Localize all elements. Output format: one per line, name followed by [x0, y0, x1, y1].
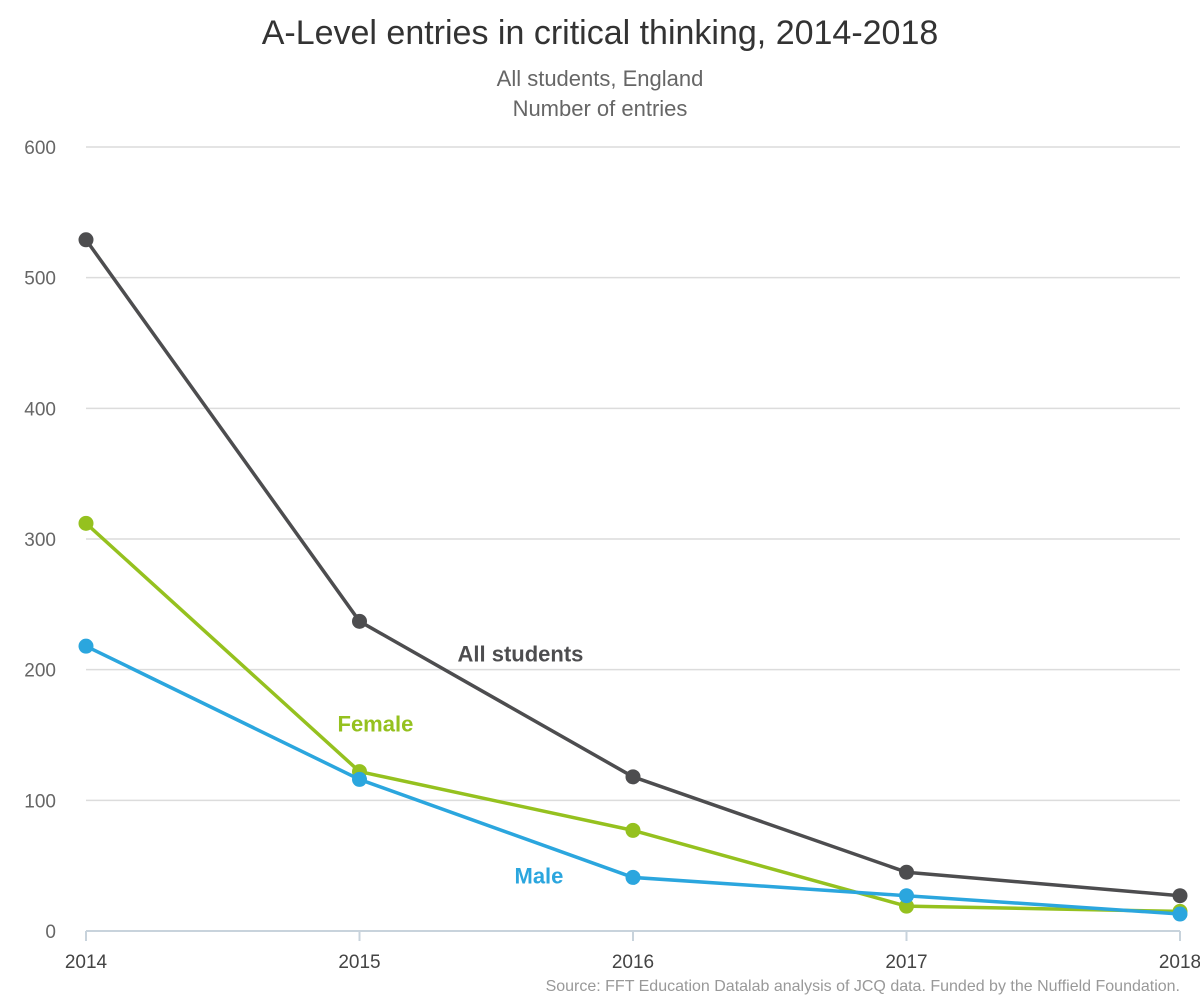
data-point-all-students: [899, 864, 914, 880]
series-label-male: Male: [515, 863, 564, 888]
y-tick-label: 0: [45, 922, 56, 943]
data-point-all-students: [78, 232, 94, 248]
series-line-all-students: [84, 238, 1181, 898]
series-label-female: Female: [338, 712, 414, 737]
y-tick-label: 100: [24, 791, 56, 812]
y-tick-label: 500: [24, 269, 56, 290]
chart-title: A-Level entries in critical thinking, 20…: [261, 14, 939, 52]
series-line-female: [84, 522, 1181, 914]
y-tick-label: 600: [24, 138, 56, 159]
y-tick-label: 300: [24, 530, 56, 551]
data-point-female: [625, 822, 641, 838]
data-point-male: [352, 771, 367, 787]
x-tick-label: 2014: [65, 952, 108, 973]
x-tick-label: 2017: [885, 952, 927, 973]
x-tick-label: 2016: [612, 952, 654, 973]
data-point-male: [899, 888, 914, 904]
data-point-all-students: [625, 769, 641, 785]
series-label-all-students: All students: [458, 641, 584, 666]
data-point-female: [899, 898, 914, 914]
data-point-male: [1172, 906, 1188, 922]
x-tick-label: 2015: [338, 952, 380, 973]
chart-subtitle: All students, England: [496, 66, 704, 91]
y-tick-label: 200: [24, 661, 56, 682]
x-tick-label: 2018: [1159, 952, 1200, 973]
data-point-female: [78, 515, 94, 531]
data-point-all-students: [1172, 888, 1188, 904]
data-point-male: [625, 869, 641, 885]
chart-unit-label: Number of entries: [512, 96, 688, 121]
source-note: Source: FFT Education Datalab analysis o…: [545, 978, 1180, 995]
data-point-all-students: [352, 613, 367, 629]
data-point-male: [78, 638, 94, 654]
y-tick-label: 400: [24, 399, 56, 420]
